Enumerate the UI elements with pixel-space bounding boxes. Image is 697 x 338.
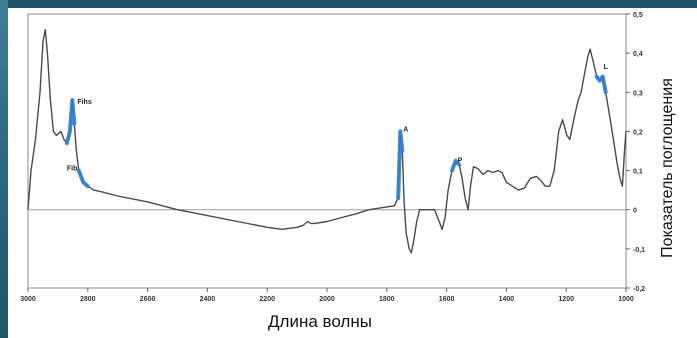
top-band (0, 0, 697, 8)
y-tick-label: 0,4 (633, 51, 643, 58)
plot-frame (27, 13, 627, 289)
x-tick-label: 3000 (20, 296, 36, 303)
x-tick-label: 1800 (379, 296, 395, 303)
peak-annotation: A (403, 126, 408, 133)
x-axis-label: Длина волны (268, 312, 372, 331)
y-tick-label: 0,5 (633, 12, 643, 19)
x-tick-label: 1400 (499, 296, 515, 303)
peak-highlight (64, 98, 77, 146)
left-edge-band (0, 0, 8, 338)
peak-annotation: Fib (67, 166, 78, 173)
x-tick-label: 2000 (319, 296, 335, 303)
y-tick-label: 0 (633, 208, 637, 215)
y-axis-label: Показатель поглощения (659, 78, 676, 258)
y-tick-label: 0,2 (633, 129, 643, 136)
y-tick-label: -0,1 (633, 247, 645, 254)
peak-highlight (594, 74, 608, 95)
x-tick-label: 1200 (558, 296, 574, 303)
peak-annotation: L (604, 64, 609, 71)
x-tick-label: 1000 (618, 296, 634, 303)
spectrum-line (27, 29, 627, 254)
x-tick-label: 2200 (259, 296, 275, 303)
y-tick-label: -0,2 (633, 286, 645, 293)
peak-annotation: Fihs (77, 99, 91, 106)
x-tick-label: 2800 (80, 296, 96, 303)
y-tick-label: 0,3 (633, 90, 643, 97)
x-tick-label: 2400 (200, 296, 216, 303)
x-tick-label: 2600 (140, 296, 156, 303)
peak-annotation: P (458, 158, 463, 165)
y-tick-label: 0,1 (633, 169, 643, 176)
x-tick-label: 1600 (439, 296, 455, 303)
peak-highlight (396, 129, 405, 200)
peak-highlight (450, 158, 462, 173)
peak-highlight (76, 168, 90, 189)
